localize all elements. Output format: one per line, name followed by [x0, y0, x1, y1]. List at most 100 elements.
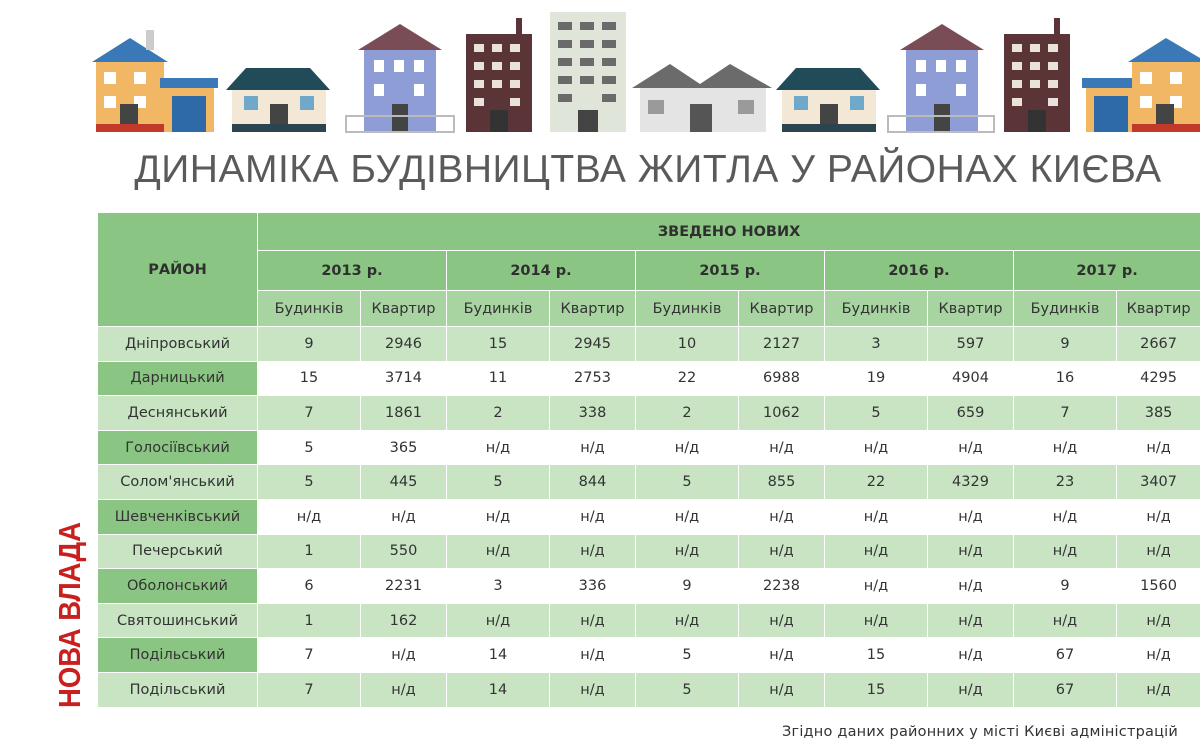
apartments-cell: 2127	[738, 326, 825, 362]
buildings-subheader: Будинків	[446, 290, 550, 327]
apartments-cell: н/д	[1115, 498, 1200, 535]
table-row: Дніпровський 9 2946 15 2945 10 2127 3 597 9 2667	[97, 326, 1200, 362]
buildings-cell: 15	[257, 360, 361, 397]
apartments-cell: 2238	[738, 568, 825, 604]
district-cell: Дніпровський	[97, 326, 258, 362]
page-title: ДИНАМІКА БУДІВНИЦТВА ЖИТЛА У РАЙОНАХ КИЄ…	[134, 148, 1162, 191]
apartments-cell: н/д	[738, 429, 825, 466]
buildings-cell: 19	[824, 360, 928, 397]
buildings-subheader: Будинків	[257, 290, 361, 327]
apartments-cell: н/д	[927, 637, 1014, 673]
apartments-cell: н/д	[927, 602, 1014, 639]
apartments-cell: 6988	[738, 360, 825, 397]
apartments-subheader: Квартир	[927, 290, 1014, 327]
year-header: 2015 р.	[635, 250, 825, 291]
district-cell: Солом'янський	[97, 464, 258, 500]
apartments-cell: н/д	[1115, 671, 1200, 708]
apartments-cell: 162	[360, 602, 447, 639]
buildings-cell: 10	[635, 326, 739, 362]
apartments-cell: н/д	[1115, 429, 1200, 466]
district-cell: Голосіївський	[97, 429, 258, 466]
table-row: Дарницький 15 3714 11 2753 22 6988 19 4904 16 4295	[97, 360, 1200, 397]
buildings-cell: н/д	[1013, 498, 1117, 535]
buildings-cell: 5	[257, 464, 361, 500]
buildings-cell: 5	[635, 671, 739, 708]
buildings-cell: 2	[635, 395, 739, 431]
table-row: Святошинський 1 162 н/д н/д н/д н/д н/д н/д н/д н/…	[97, 602, 1200, 639]
buildings-subheader: Будинків	[1013, 290, 1117, 327]
apartments-cell: н/д	[549, 671, 636, 708]
apartments-cell: н/д	[738, 498, 825, 535]
year-header: 2017 р.	[1012, 250, 1200, 291]
buildings-subheader: Будинків	[635, 290, 739, 327]
house-lavender-icon-2	[887, 24, 995, 133]
district-header: РАЙОН	[97, 212, 258, 327]
buildings-cell: 67	[1013, 671, 1117, 708]
apartments-cell: 1062	[738, 395, 825, 431]
apartments-cell: н/д	[927, 671, 1014, 708]
apartments-subheader: Квартир	[549, 290, 636, 327]
buildings-cell: 5	[635, 637, 739, 673]
apartments-subheader: Квартир	[738, 290, 825, 327]
buildings-cell: н/д	[635, 533, 739, 570]
house-highrise-icon	[550, 12, 626, 132]
apartments-cell: 1861	[360, 395, 447, 431]
apartments-cell: 365	[360, 429, 447, 466]
buildings-cell: н/д	[446, 498, 550, 535]
group-header: ЗВЕДЕНО НОВИХ	[256, 212, 1200, 251]
apartments-cell: 2945	[549, 326, 636, 362]
house-lavender-icon	[345, 24, 455, 133]
year-header: 2016 р.	[824, 250, 1014, 291]
apartments-cell: 2753	[549, 360, 636, 397]
house-orange-garage-icon	[92, 30, 218, 132]
source-note: Згідно даних районних у місті Києві адмі…	[782, 724, 1178, 740]
buildings-cell: 5	[824, 395, 928, 431]
apartments-cell: н/д	[1115, 637, 1200, 673]
apartments-cell: 550	[360, 533, 447, 570]
buildings-cell: н/д	[1013, 533, 1117, 570]
apartments-cell: 2946	[360, 326, 447, 362]
buildings-cell: 22	[824, 464, 928, 500]
apartments-cell: н/д	[549, 602, 636, 639]
buildings-cell: н/д	[257, 498, 361, 535]
buildings-cell: н/д	[1013, 602, 1117, 639]
buildings-cell: 15	[824, 637, 928, 673]
apartments-cell: н/д	[927, 498, 1014, 535]
buildings-cell: 15	[446, 326, 550, 362]
apartments-cell: н/д	[738, 671, 825, 708]
buildings-cell: 9	[635, 568, 739, 604]
table-row: Голосіївський 5 365 н/д н/д н/д н/д н/д н/д н/д н/…	[97, 429, 1200, 466]
district-cell: Печерський	[97, 533, 258, 570]
apartments-cell: 445	[360, 464, 447, 500]
apartments-cell: 4904	[927, 360, 1014, 397]
buildings-cell: 5	[446, 464, 550, 500]
table-row: Деснянський 7 1861 2 338 2 1062 5 659 7 385	[97, 395, 1200, 431]
apartments-cell: 3714	[360, 360, 447, 397]
year-header: 2014 р.	[446, 250, 636, 291]
buildings-cell: н/д	[446, 602, 550, 639]
buildings-cell: 1	[257, 533, 361, 570]
buildings-cell: н/д	[824, 429, 928, 466]
buildings-cell: 7	[257, 395, 361, 431]
district-cell: Деснянський	[97, 395, 258, 431]
district-cell: Дарницький	[97, 360, 258, 397]
buildings-cell: 3	[824, 326, 928, 362]
buildings-cell: н/д	[446, 429, 550, 466]
buildings-cell: н/д	[824, 533, 928, 570]
apartments-cell: н/д	[738, 533, 825, 570]
apartments-cell: н/д	[549, 498, 636, 535]
buildings-cell: 9	[1013, 568, 1117, 604]
buildings-cell: 14	[446, 671, 550, 708]
apartments-cell: 385	[1115, 395, 1200, 431]
apartments-cell: н/д	[927, 568, 1014, 604]
buildings-cell: н/д	[1013, 429, 1117, 466]
year-header: 2013 р.	[257, 250, 447, 291]
apartments-cell: н/д	[1115, 533, 1200, 570]
brand-logo: НОВА ВЛАДА	[52, 520, 88, 710]
apartments-cell: 4329	[927, 464, 1014, 500]
house-brick-tower-icon	[466, 18, 532, 132]
district-cell: Шевченківський	[97, 498, 258, 535]
apartments-cell: 597	[927, 326, 1014, 362]
table-row: Оболонський 6 2231 3 336 9 2238 н/д н/д 9 1560	[97, 568, 1200, 604]
apartments-cell: 2667	[1115, 326, 1200, 362]
